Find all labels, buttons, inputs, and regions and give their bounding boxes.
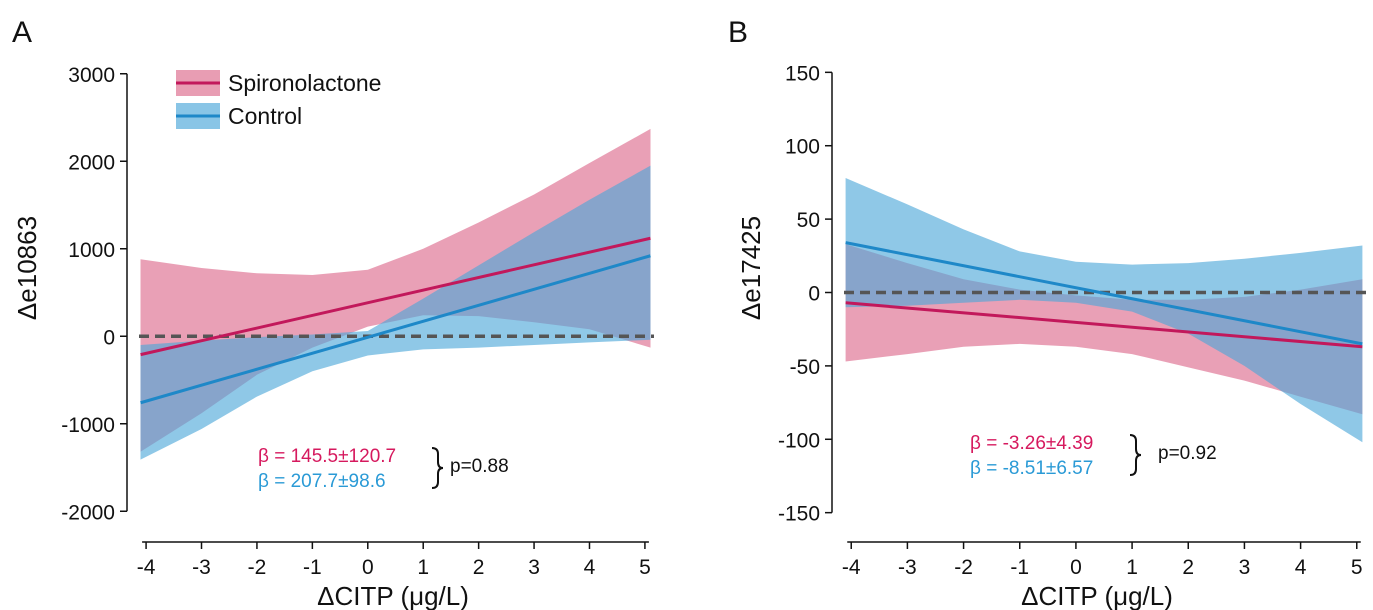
x-axis-label: ΔCITP (μg/L) [1021,581,1173,610]
x-tick-label: 4 [1295,556,1307,579]
beta-spironolactone: β = 145.5±120.7 [258,446,396,467]
regression-line-spironolactone [140,236,651,357]
x-tick-label: 0 [1070,556,1082,579]
y-tick-label: -50 [790,356,820,379]
y-tick-label: 3000 [68,64,115,87]
p-value: p=0.88 [450,456,509,477]
y-tick-label: 2000 [68,151,115,174]
x-tick-label: 4 [584,556,596,579]
stats-annotation: β = -3.26±4.39 β = -8.51±6.57 p=0.92 [970,433,1217,479]
y-tick-label: -2000 [61,501,115,524]
legend-label-control: Control [228,103,302,129]
legend-label-spironolactone: Spironolactone [228,70,381,96]
y-tick-label: 150 [785,62,820,85]
y-axis-label: Δe10863 [12,216,42,320]
brace [1129,434,1142,476]
axes: -150 -100 -50 0 50 100 150 -4 -3 -2 -1 0 1 2 3 4 5 [778,62,1363,579]
x-tick-label: -2 [248,556,267,579]
confidence-band-control [140,165,651,460]
legend: Spironolactone Control [176,70,381,129]
confidence-band-control [845,178,1363,443]
x-tick-label: 3 [528,556,540,579]
brace [431,447,444,489]
y-tick-label: 0 [808,283,820,306]
x-tick-label: 1 [1126,556,1138,579]
y-tick-label: 50 [797,209,820,232]
x-tick-label: -4 [842,556,861,579]
x-tick-label: -1 [1010,556,1029,579]
x-axis-label: ΔCITP (μg/L) [317,581,469,610]
x-tick-label: -1 [303,556,322,579]
x-tick-label: 0 [362,556,374,579]
confidence-bands [845,178,1363,443]
x-tick-label: -2 [954,556,973,579]
y-tick-label: -1000 [61,414,115,437]
x-tick-label: 3 [1239,556,1251,579]
x-tick-label: -3 [192,556,211,579]
x-tick-label: -3 [898,556,917,579]
x-tick-label: 5 [1351,556,1363,579]
regression-lines [139,236,654,405]
y-axis-label: Δe17425 [736,216,766,320]
panel-label: B [728,16,748,49]
x-tick-label: -4 [137,556,156,579]
confidence-band-spironolactone [140,128,651,452]
p-value: p=0.92 [1158,443,1217,464]
x-tick-label: 5 [639,556,651,579]
regression-lines [844,241,1366,349]
panel-label: A [12,16,32,49]
panel-b: B -150 -100 -50 0 50 100 150 -4 -3 -2 -1 0 1 2 3 4 5 Δe1… [728,16,1366,610]
y-tick-label: 1000 [68,239,115,262]
y-tick-label: -150 [778,503,820,526]
x-tick-label: 1 [417,556,429,579]
regression-line-control [140,254,651,405]
axes: -2000 -1000 0 1000 2000 3000 -4 -3 -2 -1 0 1 2 3 4 5 [61,64,650,579]
x-tick-label: 2 [1182,556,1194,579]
confidence-bands [140,128,651,460]
y-tick-label: 0 [103,326,115,349]
x-tick-label: 2 [473,556,485,579]
beta-control: β = -8.51±6.57 [970,458,1093,479]
stats-annotation: β = 145.5±120.7 β = 207.7±98.6 p=0.88 [258,446,509,492]
beta-spironolactone: β = -3.26±4.39 [970,433,1093,454]
regression-line-spironolactone [845,301,1363,349]
y-tick-label: -100 [778,429,820,452]
beta-control: β = 207.7±98.6 [258,471,386,492]
regression-line-control [845,241,1363,346]
y-tick-label: 100 [785,136,820,159]
